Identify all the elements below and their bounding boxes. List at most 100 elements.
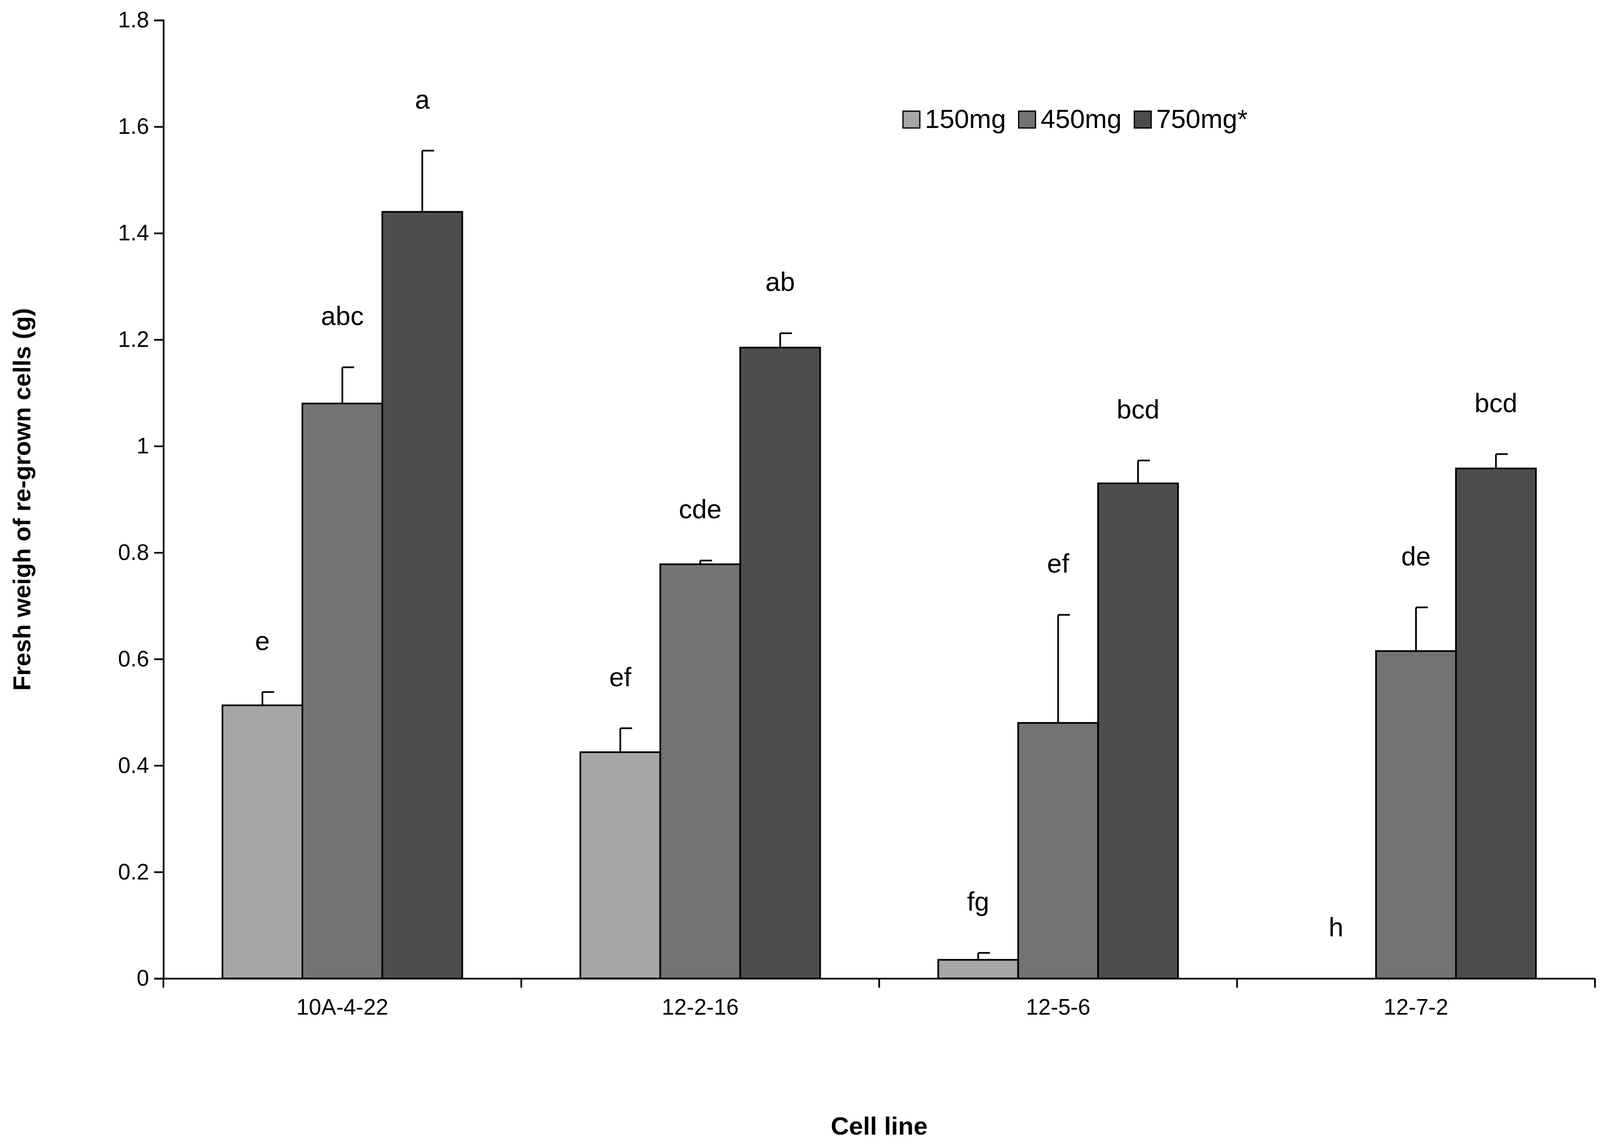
error-cap bbox=[978, 952, 991, 954]
error-bar bbox=[700, 560, 713, 565]
y-axis-title: Fresh weigh of re-grown cells (g) bbox=[8, 308, 36, 692]
x-divider bbox=[1236, 978, 1238, 989]
error-bar bbox=[1495, 454, 1508, 469]
y-tick-label: 1.8 bbox=[117, 7, 150, 33]
y-tick: 1.4 bbox=[117, 220, 164, 246]
error-stem bbox=[1415, 607, 1417, 652]
error-cap bbox=[1057, 614, 1070, 616]
y-tick: 0.8 bbox=[117, 539, 164, 565]
y-tick: 0.4 bbox=[117, 753, 164, 778]
significance-letter: bcd bbox=[1116, 394, 1160, 425]
y-tick-label: 0.4 bbox=[117, 753, 150, 778]
error-stem bbox=[421, 150, 424, 212]
x-tick: 12-2-16 bbox=[661, 994, 739, 1020]
y-tick-label: 1.2 bbox=[117, 326, 150, 352]
significance-letter: de bbox=[1401, 541, 1431, 572]
legend-label: 150mg bbox=[924, 104, 1007, 134]
error-cap bbox=[342, 366, 355, 369]
bar bbox=[382, 211, 463, 979]
y-tick: 1.6 bbox=[117, 113, 164, 139]
x-axis: 10A-4-2212-2-1612-5-612-7-2 bbox=[163, 978, 1596, 1020]
chart: 00.20.40.60.811.21.41.61.810A-4-2212-2-1… bbox=[0, 0, 1600, 1146]
y-tick: 1.2 bbox=[117, 326, 164, 352]
error-bar bbox=[1057, 614, 1070, 724]
significance-letter: cde bbox=[678, 494, 722, 524]
legend-swatch bbox=[1134, 111, 1152, 129]
bars bbox=[222, 150, 1536, 979]
y-tick-label: 1.4 bbox=[117, 220, 150, 246]
legend-swatch bbox=[1018, 111, 1036, 129]
error-cap bbox=[422, 149, 435, 152]
bar bbox=[1375, 651, 1456, 979]
bar bbox=[1097, 483, 1178, 979]
error-stem bbox=[779, 333, 781, 348]
y-tick-label: 0 bbox=[136, 965, 150, 991]
y-tick: 0.6 bbox=[117, 646, 164, 672]
y-tick-label: 1 bbox=[136, 433, 150, 459]
error-stem bbox=[341, 367, 344, 404]
plot: 00.20.40.60.811.21.41.61.810A-4-2212-2-1… bbox=[117, 7, 1595, 1020]
bar bbox=[1455, 468, 1536, 979]
x-axis-title: Cell line bbox=[830, 1112, 928, 1141]
x-divider bbox=[162, 978, 165, 989]
x-divider bbox=[520, 978, 523, 989]
y-tick-mark bbox=[154, 445, 164, 448]
y-tick-mark bbox=[154, 978, 164, 981]
significance-letter: e bbox=[255, 626, 270, 656]
error-bar bbox=[978, 953, 991, 960]
legend-swatch bbox=[902, 111, 920, 129]
bar bbox=[302, 403, 383, 979]
error-cap bbox=[1415, 606, 1428, 609]
error-cap bbox=[620, 727, 633, 730]
y-tick-mark bbox=[154, 658, 164, 661]
y-tick-mark bbox=[154, 765, 164, 767]
error-cap bbox=[779, 332, 792, 334]
y-tick-mark bbox=[154, 552, 164, 554]
y-tick-label: 0.8 bbox=[117, 539, 150, 565]
y-tick-mark bbox=[154, 19, 164, 22]
error-stem bbox=[1495, 454, 1497, 469]
x-divider bbox=[1594, 978, 1596, 989]
significance-letter: a bbox=[414, 84, 431, 115]
legend-label: 750mg* bbox=[1156, 104, 1248, 134]
significance-letter: h bbox=[1328, 912, 1344, 943]
y-tick-mark bbox=[154, 339, 164, 341]
y-tick: 0 bbox=[136, 965, 164, 991]
error-bar bbox=[422, 150, 435, 212]
significance-letter: ef bbox=[609, 662, 632, 692]
x-tick-label: 12-5-6 bbox=[1025, 994, 1091, 1020]
legend-label: 450mg bbox=[1040, 104, 1122, 134]
y-axis-line bbox=[154, 20, 164, 980]
y-tick-mark bbox=[154, 232, 164, 235]
legend: 150mg 450mg 750mg* bbox=[902, 104, 1248, 134]
x-divider bbox=[878, 978, 881, 989]
error-bar bbox=[620, 728, 633, 753]
x-tick: 12-7-2 bbox=[1383, 994, 1449, 1020]
significance-letter: ab bbox=[765, 267, 795, 297]
error-stem bbox=[977, 953, 980, 960]
bar bbox=[222, 705, 303, 979]
error-cap bbox=[1495, 453, 1508, 456]
error-bar bbox=[262, 692, 275, 706]
bar bbox=[580, 752, 661, 979]
error-bar bbox=[1415, 607, 1428, 652]
y-axis: 0 0.2 0.4 0.6 0.8 1 1.2 1.4 1.6 1.8 bbox=[117, 7, 164, 991]
bar bbox=[1017, 723, 1098, 979]
bar bbox=[660, 564, 741, 979]
error-stem bbox=[1137, 460, 1139, 484]
error-stem bbox=[261, 692, 264, 706]
y-tick-mark bbox=[154, 125, 164, 128]
y-tick: 1.8 bbox=[117, 7, 164, 33]
bar bbox=[740, 347, 821, 979]
error-cap bbox=[700, 559, 713, 562]
error-stem bbox=[1057, 614, 1059, 724]
significance-letter: fg bbox=[966, 886, 990, 917]
y-tick-label: 0.6 bbox=[117, 646, 150, 672]
y-tick: 1 bbox=[136, 433, 164, 459]
x-tick-label: 12-7-2 bbox=[1383, 994, 1449, 1020]
y-tick-label: 1.6 bbox=[117, 113, 150, 139]
letters: eeffghabccdeefdeaabbcdbcd bbox=[255, 84, 1518, 943]
bar bbox=[938, 960, 1019, 979]
y-tick: 0.2 bbox=[117, 859, 164, 885]
y-tick-label: 0.2 bbox=[117, 859, 150, 885]
